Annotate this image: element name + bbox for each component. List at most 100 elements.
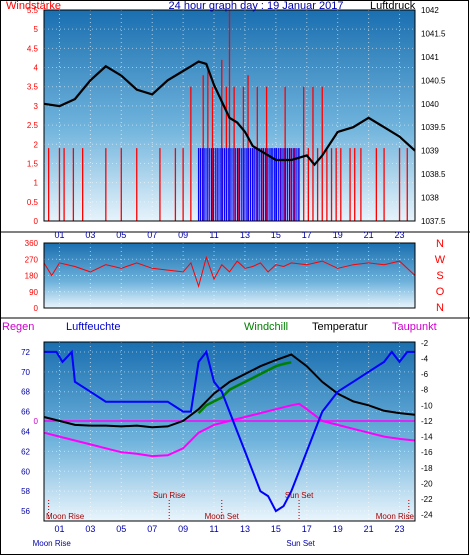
chart-title: 24 hour graph day : 19 Januar 2017 xyxy=(169,0,344,12)
humidity-tick: 66 xyxy=(21,408,30,417)
compass-label: O xyxy=(436,286,445,298)
compass-label: N xyxy=(436,302,444,314)
pressure-tick: 1039.5 xyxy=(421,123,446,132)
pressure-line xyxy=(43,60,416,167)
humidity-tick: 68 xyxy=(21,388,30,397)
event-label: Moon Set xyxy=(205,512,240,521)
temperature-tick: -22 xyxy=(421,495,433,504)
x-tick-label: 01 xyxy=(54,524,64,534)
humidity-line xyxy=(44,349,415,513)
pressure-tick: 1041.5 xyxy=(421,29,446,38)
x-tick-label: 09 xyxy=(178,524,188,534)
x-tick-label: 17 xyxy=(302,524,312,534)
windchill-line xyxy=(197,361,292,414)
humidity-label: Luftfeuchte xyxy=(66,321,120,333)
event-bottom-label: Moon Rise xyxy=(33,539,72,548)
temperature-tick: -16 xyxy=(421,448,433,457)
x-tick-label: 05 xyxy=(116,524,126,534)
pressure-tick: 1037.5 xyxy=(421,217,446,226)
x-tick-label: 03 xyxy=(85,230,95,240)
wind-speed-tick: 5 xyxy=(34,25,39,34)
wind-speed-tick: 2.5 xyxy=(27,121,39,130)
wind-speed-tick: 1 xyxy=(34,179,39,188)
x-tick-label: 17 xyxy=(302,230,312,240)
x-tick-label: 07 xyxy=(147,230,157,240)
x-tick-label: 05 xyxy=(116,230,126,240)
wind-speed-tick: 4.5 xyxy=(27,44,39,53)
compass-label: S xyxy=(436,270,443,282)
x-tick-label: 23 xyxy=(395,230,405,240)
temperature-tick: -8 xyxy=(421,386,429,395)
x-tick-label: 09 xyxy=(178,230,188,240)
direction-tick: 90 xyxy=(29,288,38,297)
x-tick-label: 23 xyxy=(395,524,405,534)
x-tick-label: 21 xyxy=(364,230,374,240)
temperature-tick: -4 xyxy=(421,354,429,363)
wind-speed-tick: 2 xyxy=(34,140,39,149)
wind-speed-tick: 3 xyxy=(34,102,39,111)
x-tick-label: 15 xyxy=(271,230,281,240)
direction-tick: 270 xyxy=(25,255,39,264)
pressure-axis-label: Luftdruck xyxy=(370,0,416,12)
event-label: Moon Rise xyxy=(376,512,415,521)
x-tick-label: 13 xyxy=(240,230,250,240)
compass-label: W xyxy=(435,254,446,266)
humidity-tick: 62 xyxy=(21,447,30,456)
x-tick-label: 11 xyxy=(209,230,218,240)
humidity-tick: 72 xyxy=(21,348,30,357)
temperature-tick: -14 xyxy=(421,433,433,442)
x-tick-label: 19 xyxy=(333,230,343,240)
x-tick-label: 07 xyxy=(147,524,157,534)
event-bottom-label: Sun Set xyxy=(286,539,315,548)
wind-speed-tick: 1.5 xyxy=(27,159,39,168)
pressure-tick: 1042 xyxy=(421,6,439,15)
pressure-tick: 1041 xyxy=(421,53,439,62)
temperature-tick: -10 xyxy=(421,401,433,410)
temperature-tick: -18 xyxy=(421,464,433,473)
direction-tick: 0 xyxy=(34,304,39,313)
direction-tick: 180 xyxy=(25,272,39,281)
pressure-tick: 1039 xyxy=(421,147,439,156)
humidity-tick: 58 xyxy=(21,487,30,496)
x-tick-label: 19 xyxy=(333,524,343,534)
wind-speed-tick: 0 xyxy=(34,217,39,226)
x-tick-label: 13 xyxy=(240,524,250,534)
x-tick-label: 03 xyxy=(85,524,95,534)
humidity-tick: 56 xyxy=(21,507,30,516)
temperature-line xyxy=(43,353,416,429)
wind-speed-tick: 4 xyxy=(34,64,39,73)
pressure-tick: 1040.5 xyxy=(421,76,446,85)
wind-speed-tick: 5.5 xyxy=(27,6,39,15)
temperature-tick: -20 xyxy=(421,479,433,488)
humidity-tick: 60 xyxy=(21,467,30,476)
pressure-tick: 1040 xyxy=(421,100,439,109)
temperature-label: Temperatur xyxy=(312,321,368,333)
temperature-tick: -6 xyxy=(421,370,429,379)
event-label: Sun Set xyxy=(285,491,314,500)
x-tick-label: 15 xyxy=(271,524,281,534)
windchill-label: Windchill xyxy=(244,321,288,333)
event-label: Sun Rise xyxy=(153,491,186,500)
direction-tick: 360 xyxy=(25,239,39,248)
pressure-tick: 1038 xyxy=(421,194,439,203)
temperature-tick: -2 xyxy=(421,339,429,348)
humidity-tick: 70 xyxy=(21,368,30,377)
wind-direction-line xyxy=(43,255,416,289)
humidity-tick: 64 xyxy=(21,428,30,437)
event-label: Moon Rise xyxy=(46,512,85,521)
wind-speed-axis-label: Windstärke xyxy=(6,0,61,12)
temperature-tick: -24 xyxy=(421,511,433,520)
x-tick-label: 11 xyxy=(209,524,218,534)
wind-speed-tick: 3.5 xyxy=(27,83,39,92)
rain-tick: 0 xyxy=(34,417,39,426)
compass-label: N xyxy=(436,238,444,250)
wind-speed-tick: 0.5 xyxy=(27,198,39,207)
x-tick-label: 01 xyxy=(54,230,64,240)
x-tick-label: 21 xyxy=(364,524,374,534)
dewpoint-label: Taupunkt xyxy=(392,321,437,333)
dewpoint-line xyxy=(43,402,416,458)
pressure-tick: 1038.5 xyxy=(421,170,446,179)
rain-label: Regen xyxy=(2,321,34,333)
temperature-tick: -12 xyxy=(421,417,433,426)
